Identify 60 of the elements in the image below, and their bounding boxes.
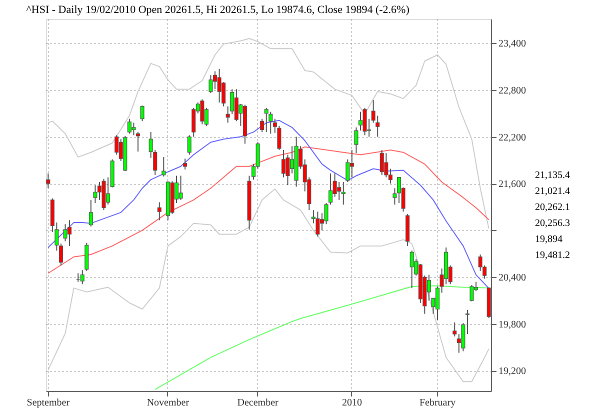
candlestick bbox=[132, 122, 136, 136]
candlestick bbox=[93, 184, 98, 204]
candlestick bbox=[136, 132, 140, 152]
y-tick-label: 21,600 bbox=[498, 179, 526, 190]
text: 20,256.3 bbox=[535, 218, 570, 230]
text: 20,262.1 bbox=[535, 202, 570, 214]
candlestick bbox=[157, 202, 162, 221]
candlestick bbox=[316, 211, 320, 238]
candlestick bbox=[183, 158, 188, 170]
x-tick-label: November bbox=[146, 398, 190, 408]
candlestick bbox=[234, 88, 238, 122]
text: 21,135.4 bbox=[535, 170, 570, 182]
candlestick bbox=[140, 105, 144, 122]
x-tick-label: December bbox=[237, 398, 280, 408]
y-tick-label: 19,200 bbox=[498, 366, 526, 378]
y-tick-label: 19,800 bbox=[498, 319, 526, 330]
candlestick bbox=[384, 152, 388, 178]
candlestick bbox=[208, 74, 213, 94]
candlestick bbox=[380, 150, 384, 176]
candlestick bbox=[217, 68, 222, 103]
y-tick-label: 23,400 bbox=[498, 38, 526, 50]
candlestick bbox=[452, 322, 457, 337]
candlestick bbox=[268, 111, 273, 134]
line-series bbox=[48, 120, 490, 289]
y-tick-label: 22,800 bbox=[498, 85, 526, 96]
x-tick-label: 2010 bbox=[342, 398, 362, 408]
candlestick bbox=[114, 134, 119, 156]
candlestick bbox=[362, 107, 367, 136]
text: 19,481.2 bbox=[535, 250, 570, 262]
candlestick bbox=[200, 98, 204, 125]
text: 21,021.4 bbox=[535, 186, 570, 198]
line-series bbox=[154, 285, 490, 390]
candlestick bbox=[260, 118, 264, 133]
candlestick bbox=[337, 181, 342, 200]
candlestick bbox=[162, 156, 166, 178]
candlestick bbox=[465, 309, 470, 335]
candlestick bbox=[328, 172, 333, 206]
line-series bbox=[48, 38, 490, 230]
candlestick bbox=[178, 175, 183, 200]
text: 19,894 bbox=[535, 234, 562, 246]
candlestick bbox=[80, 270, 84, 285]
candlestick bbox=[410, 250, 414, 289]
candlestick bbox=[461, 322, 466, 352]
line-series bbox=[48, 188, 490, 382]
candlestick bbox=[350, 150, 354, 178]
y-tick-label: 20,400 bbox=[498, 272, 526, 284]
candlestick bbox=[470, 284, 474, 302]
candlestick bbox=[58, 243, 63, 266]
candlestick bbox=[264, 107, 268, 133]
x-tick-label: February bbox=[419, 398, 456, 408]
y-tick-label: 22,200 bbox=[498, 132, 526, 144]
candlestick bbox=[392, 188, 397, 206]
candlestick bbox=[346, 158, 350, 182]
x-tick-label: September bbox=[26, 398, 70, 408]
candlestick bbox=[341, 181, 346, 206]
candlestick bbox=[88, 199, 93, 227]
chart-title: ^HSI - Daily 19/02/2010 Open 20261.5, Hi 20261.5, Lo 19874.6, Close 19894 (-2.6%) bbox=[26, 4, 410, 16]
candlestick bbox=[63, 224, 68, 242]
candlestick bbox=[46, 172, 50, 189]
line-series bbox=[48, 146, 490, 274]
